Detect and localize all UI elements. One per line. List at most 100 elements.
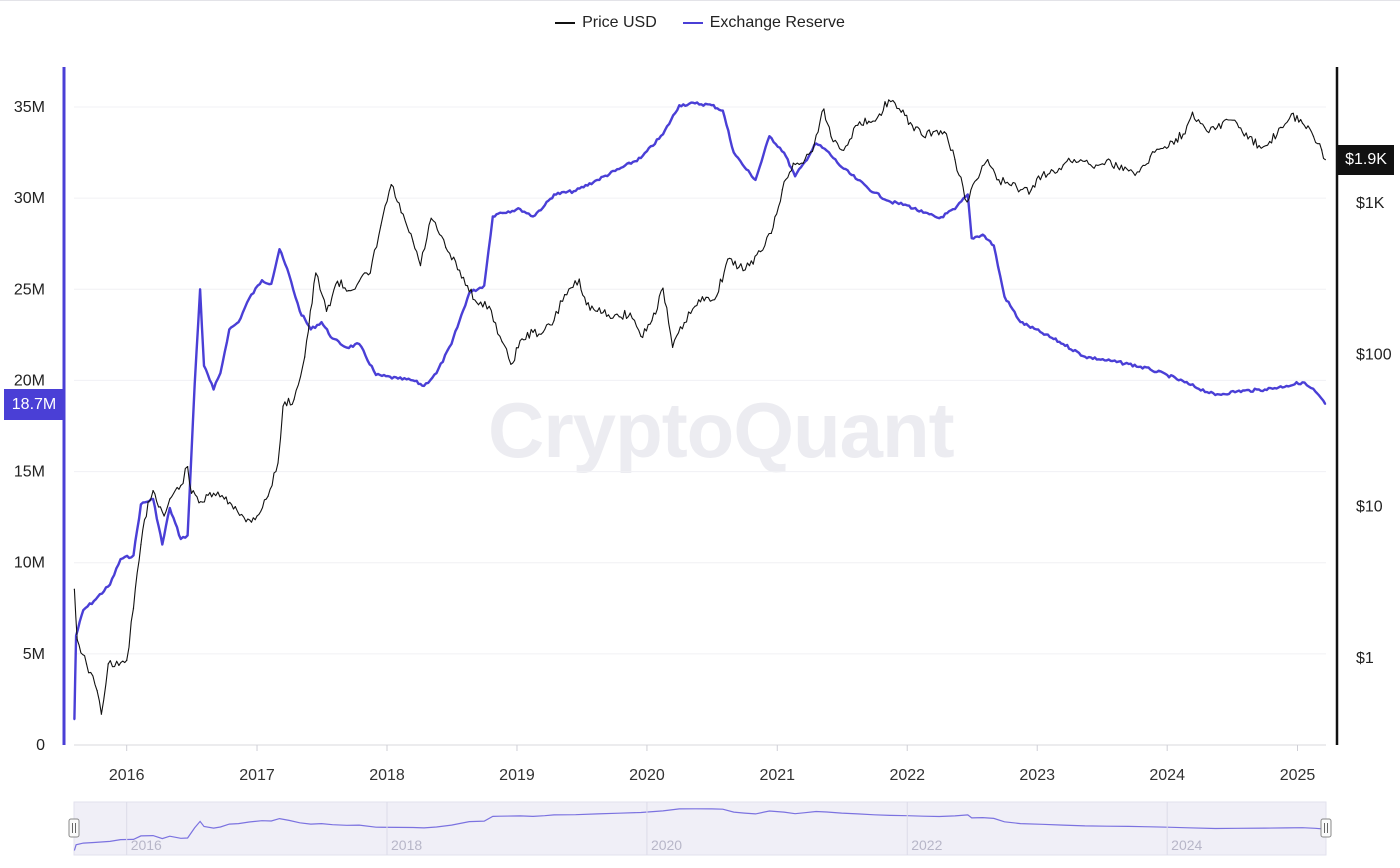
data-point-price-usd — [1008, 184, 1011, 186]
data-point-price-usd — [369, 272, 371, 274]
data-point-price-usd — [510, 363, 512, 365]
data-point-exchange-reserve — [815, 142, 817, 145]
top-border — [0, 0, 1400, 1]
data-point-price-usd — [564, 293, 566, 296]
data-point-price-usd — [132, 607, 135, 609]
data-point-price-usd — [987, 159, 989, 161]
data-point-price-usd — [245, 521, 247, 523]
data-point-price-usd — [1225, 118, 1227, 120]
data-point-price-usd — [841, 149, 843, 151]
x-tick-label: 2022 — [889, 767, 925, 784]
data-point-price-usd — [727, 258, 729, 260]
data-point-price-usd — [694, 305, 696, 307]
data-point-price-usd — [738, 266, 740, 269]
data-point-exchange-reserve — [794, 175, 796, 178]
data-point-price-usd — [267, 495, 269, 497]
data-point-exchange-reserve — [922, 211, 925, 214]
data-point-exchange-reserve — [1214, 394, 1217, 396]
series-line-exchange-reserve — [73, 101, 1327, 720]
data-point-price-usd — [976, 179, 978, 181]
data-point-price-usd — [126, 659, 128, 661]
data-point-price-usd — [532, 331, 534, 333]
data-point-exchange-reserve — [168, 507, 171, 509]
data-point-exchange-reserve — [840, 166, 843, 168]
data-point-exchange-reserve — [1003, 295, 1006, 298]
y-axis-right-labels: $1 $10 $100 $1K — [1356, 195, 1392, 667]
data-point-price-usd — [1138, 171, 1141, 173]
data-point-price-usd — [553, 320, 555, 322]
data-point-price-usd — [770, 232, 772, 234]
data-point-price-usd — [1269, 140, 1271, 143]
data-point-exchange-reserve — [491, 215, 494, 218]
data-point-exchange-reserve — [710, 104, 713, 106]
data-point-exchange-reserve — [640, 157, 642, 159]
data-point-price-usd — [596, 310, 599, 312]
legend-item-price[interactable]: Price USD — [555, 14, 657, 32]
x-tick-label: 2021 — [759, 767, 795, 784]
data-point-price-usd — [748, 265, 751, 267]
data-point-price-usd — [163, 515, 165, 517]
data-point-exchange-reserve — [132, 554, 135, 557]
data-point-exchange-reserve — [1285, 385, 1288, 387]
data-point-exchange-reserve — [938, 217, 941, 219]
data-point-exchange-reserve — [804, 160, 806, 163]
data-point-exchange-reserve — [1324, 403, 1327, 405]
data-point-exchange-reserve — [743, 166, 746, 168]
data-point-exchange-reserve — [212, 388, 215, 391]
data-point-exchange-reserve — [519, 208, 521, 210]
legend-item-reserve[interactable]: Exchange Reserve — [682, 14, 845, 32]
data-point-exchange-reserve — [270, 283, 273, 285]
data-point-exchange-reserve — [298, 310, 301, 312]
data-point-price-usd — [336, 280, 339, 282]
data-point-exchange-reserve — [435, 372, 438, 374]
data-point-exchange-reserve — [970, 237, 973, 240]
data-point-price-usd — [1052, 170, 1054, 172]
legend-label-price: Price USD — [582, 14, 657, 31]
data-point-price-usd — [813, 143, 815, 145]
data-point-price-usd — [618, 316, 620, 318]
data-point-price-usd — [640, 335, 642, 337]
data-point-exchange-reserve — [543, 204, 546, 207]
data-point-price-usd — [629, 312, 631, 314]
data-point-price-usd — [1128, 170, 1130, 172]
data-point-price-usd — [477, 304, 480, 306]
x-tick-label: 2017 — [239, 767, 275, 784]
navigator-background — [73, 801, 1327, 856]
data-point-exchange-reserve — [193, 383, 196, 385]
data-point-exchange-reserve — [180, 538, 182, 540]
navigator-handle-left[interactable] — [68, 818, 80, 838]
data-point-price-usd — [488, 305, 490, 307]
data-point-exchange-reserve — [754, 179, 757, 181]
data-point-price-usd — [100, 713, 103, 715]
data-point-price-usd — [73, 588, 75, 590]
data-point-price-usd — [781, 189, 783, 191]
data-point-price-usd — [1247, 138, 1249, 140]
data-point-price-usd — [868, 120, 870, 122]
data-point-price-usd — [705, 296, 707, 298]
data-point-price-usd — [954, 159, 956, 161]
x-tick-label: 2020 — [629, 767, 665, 784]
data-point-exchange-reserve — [1263, 388, 1266, 391]
data-point-price-usd — [118, 664, 120, 667]
data-point-price-usd — [651, 320, 653, 322]
data-point-price-usd — [662, 287, 664, 289]
x-tick-label: 2018 — [369, 767, 405, 784]
data-point-price-usd — [683, 322, 685, 324]
legend-label-reserve: Exchange Reserve — [709, 14, 845, 31]
data-point-exchange-reserve — [309, 328, 312, 331]
data-point-exchange-reserve — [1187, 383, 1190, 385]
data-point-exchange-reserve — [574, 190, 577, 192]
data-point-price-usd — [671, 346, 674, 348]
data-point-price-usd — [1117, 166, 1119, 168]
y-left-tick-label: 5M — [23, 646, 45, 663]
data-point-price-usd — [419, 265, 422, 267]
data-point-exchange-reserve — [1149, 368, 1152, 371]
navigator-handle-right[interactable] — [1320, 818, 1332, 838]
data-point-price-usd — [358, 280, 360, 282]
current-reserve-tag: 18.7M — [4, 389, 64, 420]
navigator-series-line — [73, 808, 1326, 851]
y-left-tick-label: 15M — [14, 464, 45, 481]
data-point-price-usd — [180, 484, 182, 487]
current-price-tag: $1.9K — [1338, 145, 1394, 175]
